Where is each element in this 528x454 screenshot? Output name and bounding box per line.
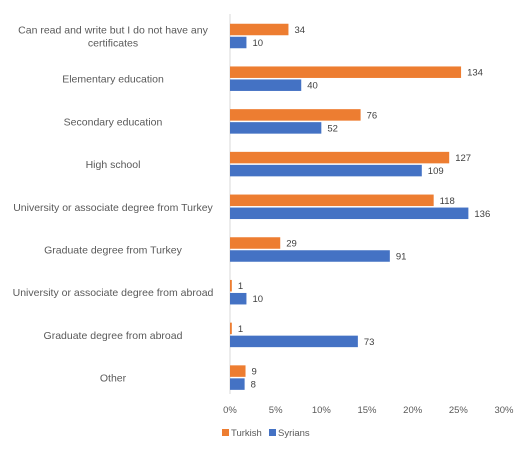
bar-syrians — [230, 164, 422, 177]
category-label: Other — [100, 373, 127, 385]
x-tick-label: 30% — [494, 405, 514, 416]
x-tick-label: 20% — [403, 405, 423, 416]
category-label: University or associate degree from abro… — [13, 287, 214, 299]
bar-turkish — [230, 322, 232, 335]
bar-turkish — [230, 66, 462, 78]
x-tick-label: 15% — [357, 405, 377, 416]
category-label: Graduate degree from abroad — [44, 330, 183, 342]
legend-swatch-turkish — [222, 429, 229, 436]
bar-turkish — [230, 237, 281, 249]
bar-syrians — [230, 335, 358, 348]
bar-turkish — [230, 279, 232, 292]
data-label: 10 — [252, 294, 263, 305]
data-label: 73 — [364, 337, 375, 348]
bar-turkish — [230, 365, 246, 377]
bar-turkish — [230, 23, 289, 36]
data-label: 91 — [396, 252, 407, 263]
bar-syrians — [230, 292, 247, 305]
x-tick-label: 10% — [312, 405, 332, 416]
bar-turkish — [230, 194, 434, 207]
x-tick-label: 5% — [269, 405, 283, 416]
category-label: Elementary education — [62, 74, 164, 86]
bar-turkish — [230, 151, 450, 164]
category-label: Graduate degree from Turkey — [44, 245, 182, 257]
data-label: 127 — [455, 153, 471, 164]
data-label: 134 — [467, 68, 483, 79]
data-label: 118 — [440, 196, 455, 207]
bar-syrians — [230, 250, 390, 262]
bar-turkish — [230, 109, 361, 121]
legend-label: Syrians — [278, 428, 310, 439]
legend-swatch-syrians — [269, 429, 276, 436]
bar-syrians — [230, 36, 247, 49]
data-label: 10 — [252, 38, 263, 49]
bar-syrians — [230, 378, 245, 390]
data-label: 52 — [327, 123, 338, 134]
category-label: Secondary education — [64, 116, 163, 128]
data-label: 34 — [294, 25, 305, 36]
category-label: University or associate degree from Turk… — [13, 202, 213, 214]
data-label: 8 — [251, 380, 256, 391]
data-label: 40 — [307, 81, 318, 92]
legend-label: Turkish — [231, 428, 262, 439]
bar-syrians — [230, 207, 469, 220]
data-label: 29 — [286, 239, 297, 250]
data-label: 9 — [252, 367, 257, 378]
x-tick-label: 0% — [223, 405, 237, 416]
data-label: 136 — [474, 209, 490, 220]
bar-syrians — [230, 122, 322, 134]
data-label: 76 — [367, 110, 378, 121]
data-label: 109 — [428, 166, 444, 177]
category-label: Can read and write but I do not have any — [18, 25, 208, 37]
data-label: 1 — [238, 281, 243, 292]
bar-syrians — [230, 79, 302, 91]
category-label: High school — [86, 159, 141, 171]
category-label: certificates — [88, 38, 138, 50]
data-label: 1 — [238, 324, 243, 335]
x-tick-label: 25% — [449, 405, 469, 416]
